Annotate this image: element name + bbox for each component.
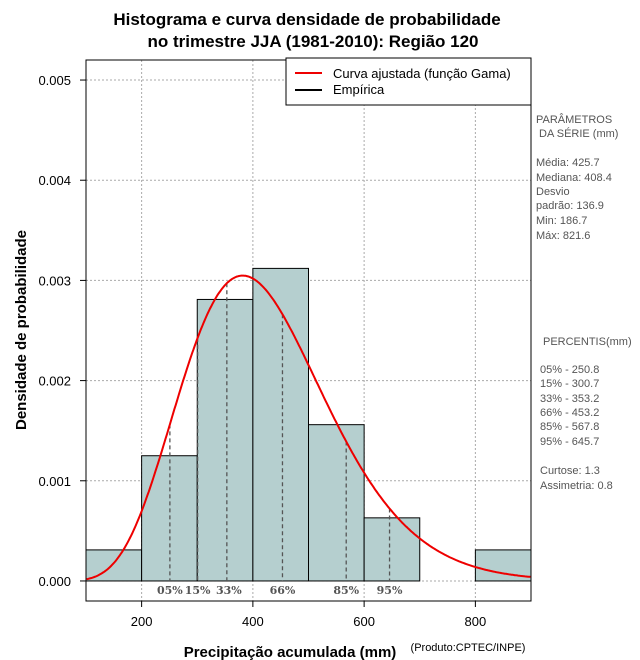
- percentile-label-05%: 05%: [157, 584, 183, 597]
- y-axis-ticks: 0.000 0.001 0.002 0.003 0.004 0.005: [38, 73, 86, 589]
- stat-media: Média: 425.7: [536, 157, 600, 169]
- percentile-label-15%: 15%: [185, 584, 211, 597]
- percentil-15: 15% - 300.7: [540, 378, 599, 390]
- product-credit: (Produto:CPTEC/INPE): [411, 642, 526, 654]
- params-heading-1: PARÂMETROS: [536, 113, 612, 126]
- legend-box: [285, 57, 532, 106]
- percentil-85: 85% - 567.8: [540, 421, 599, 433]
- histogram-bar: [252, 267, 309, 582]
- histogram-bar: [308, 424, 365, 582]
- params-heading-2: DA SÉRIE (mm): [539, 127, 618, 140]
- y-tick-label: 0.005: [38, 73, 71, 88]
- chart-title-line-1: Histograma e curva densidade de probabil…: [113, 10, 500, 29]
- y-tick-label: 0.001: [38, 474, 71, 489]
- percentil-33: 33% - 353.2: [540, 393, 599, 405]
- percentil-05: 05% - 250.8: [540, 364, 599, 376]
- histogram-bar: [363, 517, 421, 582]
- histogram-bars: [85, 267, 532, 582]
- chart-title-line-2: no trimestre JJA (1981-2010): Região 120: [147, 32, 478, 51]
- x-axis-label: Precipitação acumulada (mm): [184, 644, 397, 660]
- gamma-curve: [86, 274, 531, 581]
- y-tick-label: 0.004: [38, 173, 71, 188]
- stat-mediana: Mediana: 408.4: [536, 172, 612, 184]
- percentile-label-85%: 85%: [333, 584, 359, 597]
- x-tick-label: 800: [465, 614, 487, 629]
- percentil-95: 95% - 645.7: [540, 436, 599, 448]
- percentile-labels: 05% 15% 33% 66% 85% 95%: [157, 584, 403, 597]
- stat-curtose: Curtose: 1.3: [540, 465, 600, 477]
- percentile-label-33%: 33%: [216, 584, 242, 597]
- legend-label-curve: Curva ajustada (função Gama): [333, 66, 511, 81]
- x-tick-label: 600: [353, 614, 375, 629]
- legend-label-empirical: Empírica: [333, 82, 385, 97]
- y-tick-label: 0.000: [38, 574, 71, 589]
- percentis-heading: PERCENTIS(mm): [543, 336, 632, 348]
- percentile-label-66%: 66%: [270, 584, 296, 597]
- y-axis-label: Densidade de probabilidade: [13, 230, 30, 430]
- stat-max: Máx: 821.6: [536, 230, 590, 242]
- histogram-bar: [196, 298, 254, 582]
- stat-min: Min: 186.7: [536, 215, 587, 227]
- percentile-lines: [169, 283, 391, 581]
- stat-desvio-2: padrão: 136.9: [536, 200, 604, 212]
- stats-panel: PARÂMETROS DA SÉRIE (mm) Média: 425.7 Me…: [536, 113, 632, 492]
- y-tick-label: 0.002: [38, 374, 71, 389]
- stat-assimetria: Assimetria: 0.8: [540, 480, 613, 492]
- y-tick-label: 0.003: [38, 273, 71, 288]
- x-tick-label: 400: [242, 614, 264, 629]
- legend: Curva ajustada (função Gama) Empírica: [285, 57, 532, 106]
- percentil-66: 66% - 453.2: [540, 407, 599, 419]
- x-axis-ticks: 200 400 600 800: [131, 601, 486, 629]
- x-tick-label: 200: [131, 614, 153, 629]
- percentile-label-95%: 95%: [377, 584, 403, 597]
- fitted-curve: [86, 274, 531, 581]
- stat-desvio-1: Desvio: [536, 186, 570, 198]
